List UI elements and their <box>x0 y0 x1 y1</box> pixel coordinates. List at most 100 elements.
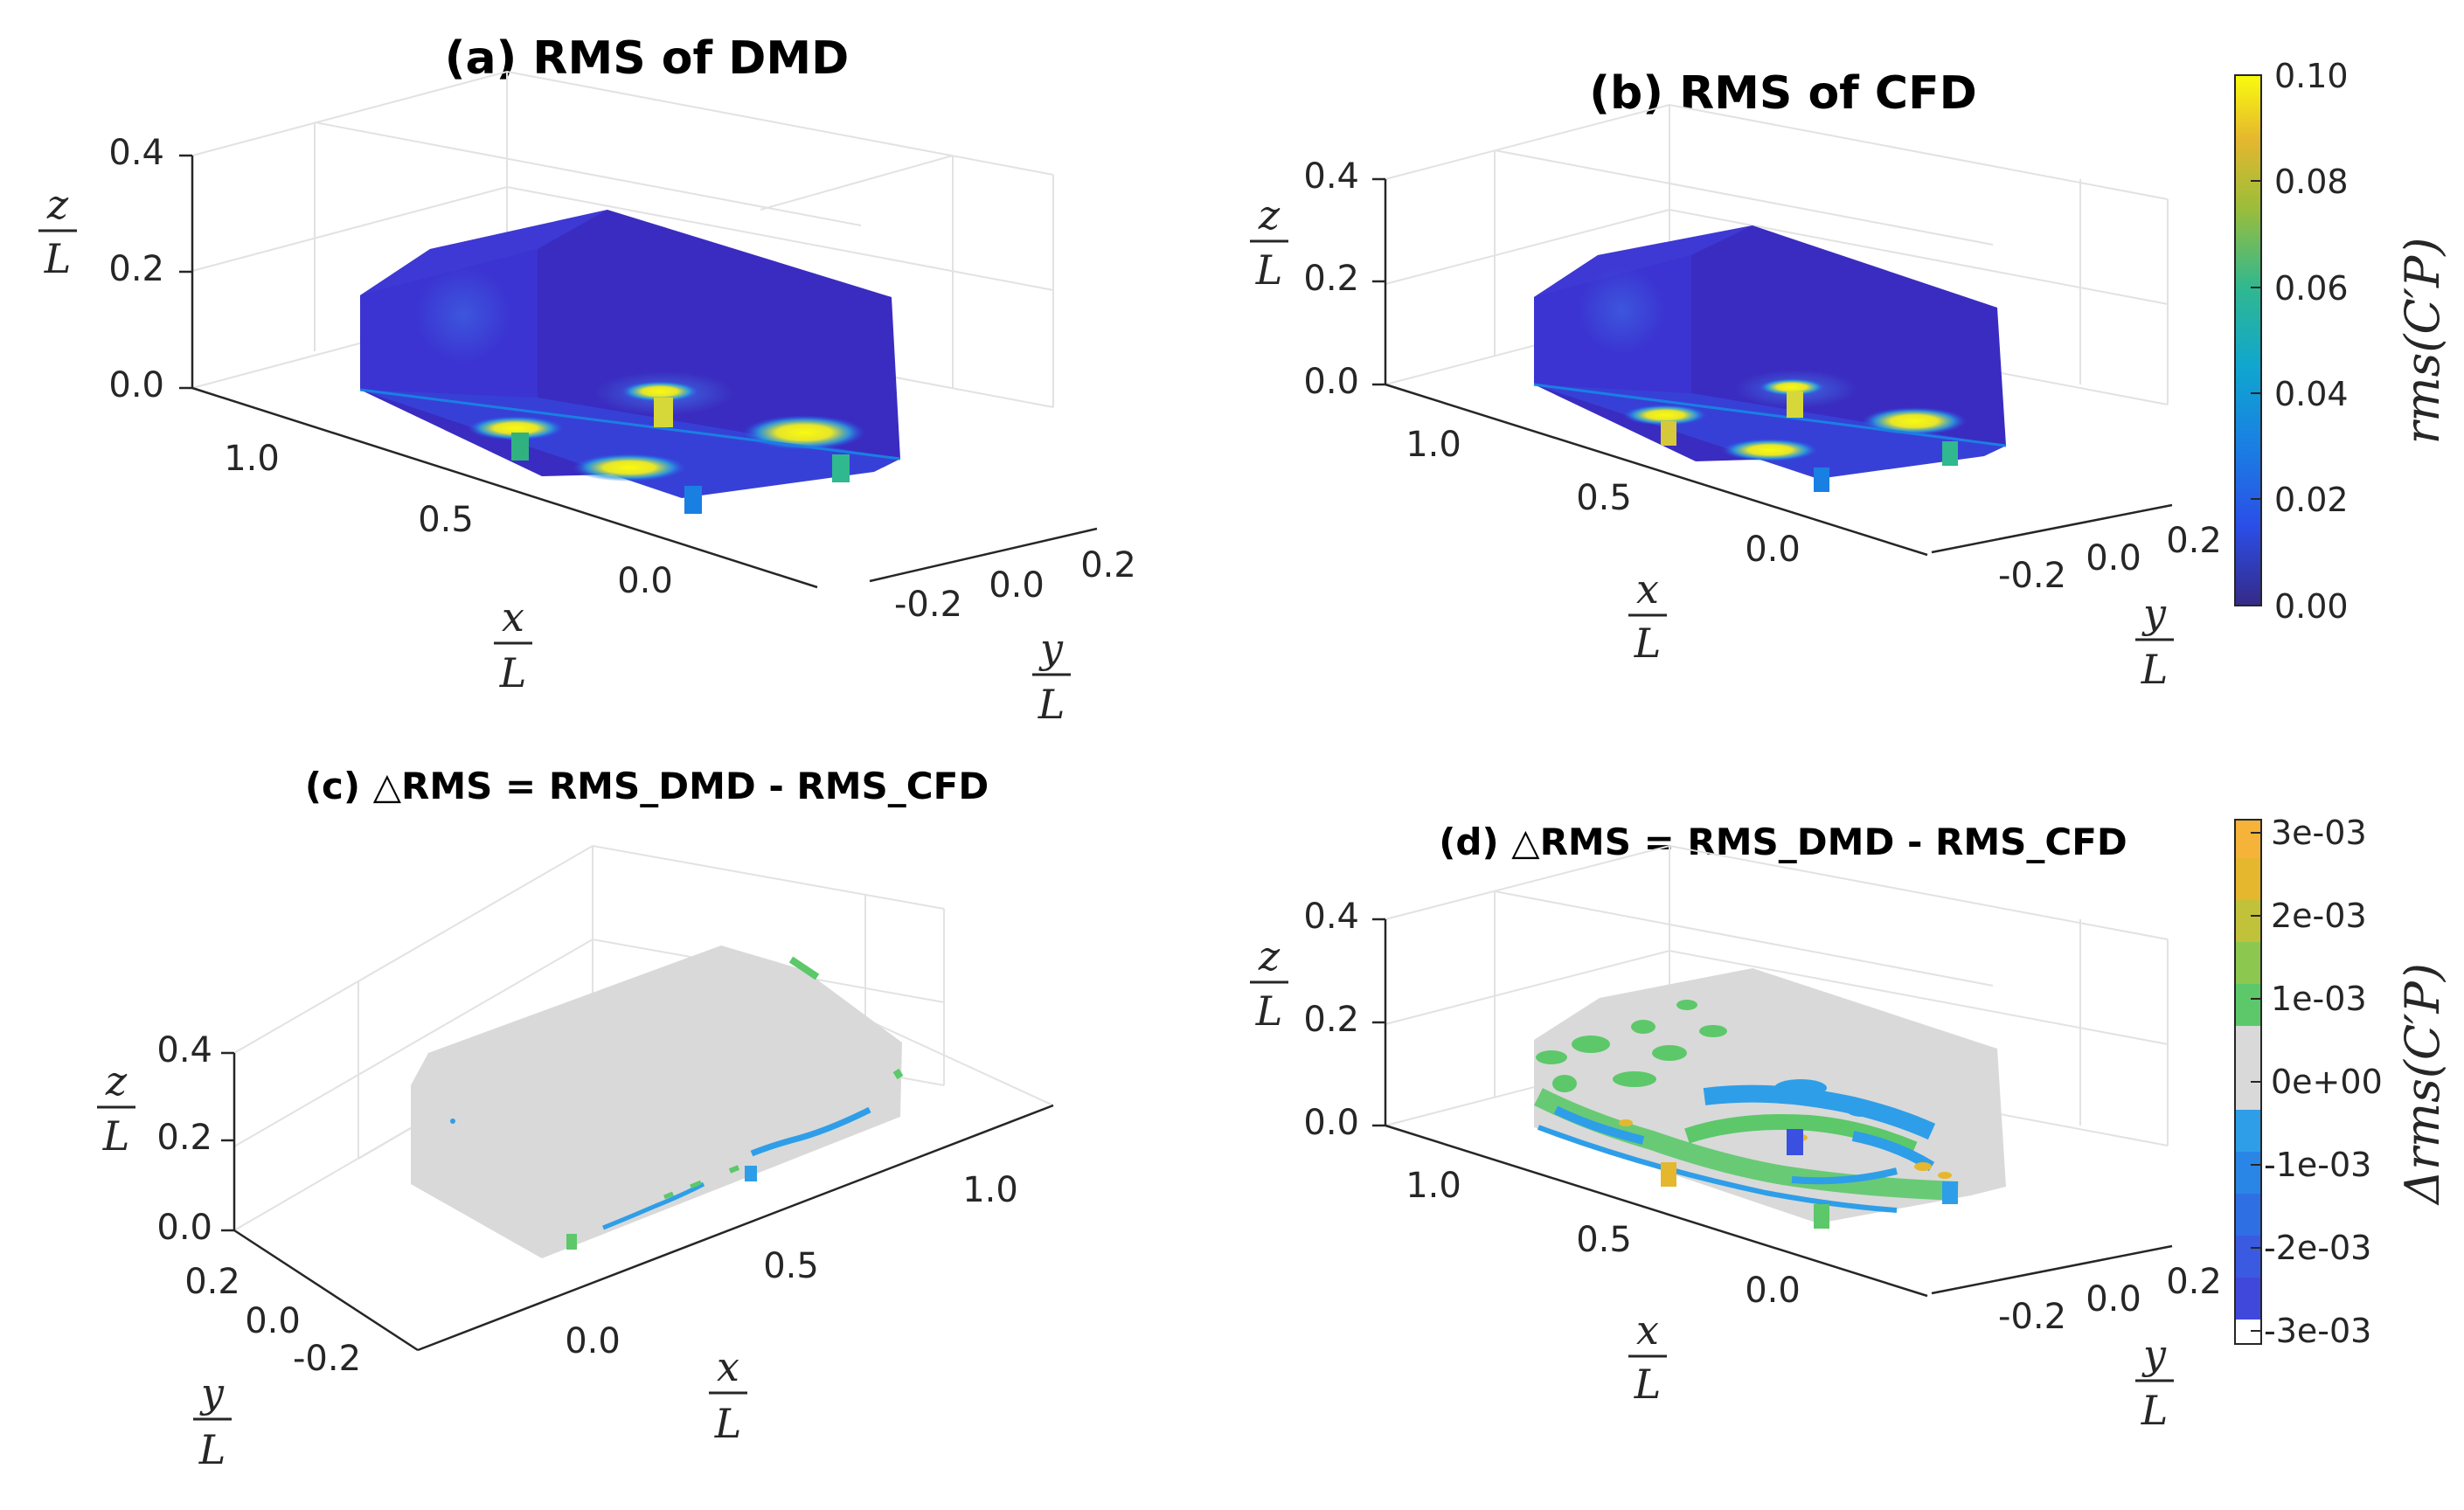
panel-a-title: (a) RMS of DMD <box>445 32 850 85</box>
panel-d-wheel <box>1661 1162 1676 1187</box>
panel-c-y-tick: 0.0 <box>245 1301 301 1341</box>
colorbar-diff-tick-label: -1e-03 <box>2264 1146 2371 1184</box>
panel-d-x-label: x L <box>1628 1306 1667 1408</box>
colorbar-diff-ticks <box>2251 832 2261 1332</box>
panel-c-z-label-num: z <box>105 1057 128 1105</box>
panel-d-y-label-den: L <box>2141 1387 2169 1434</box>
panel-a-car <box>359 210 901 514</box>
panel-b-car-roof <box>1534 225 1753 297</box>
panel-a-y-tick: -0.2 <box>894 585 962 625</box>
colorbar-rms-label: rms(C′P) <box>2395 238 2450 445</box>
panel-a-wheel <box>511 433 529 461</box>
panel-b-y-label-den: L <box>2141 646 2169 693</box>
panel-b-z-label: z L <box>1250 191 1288 294</box>
panel-c-car <box>411 945 904 1258</box>
panel-d-x-tick: 1.0 <box>1406 1166 1461 1206</box>
panel-b-car <box>1533 225 2007 492</box>
panel-a-y-tick: 0.0 <box>989 565 1045 606</box>
panel-d-y-tick: 0.0 <box>2086 1279 2141 1320</box>
panel-a: (a) RMS of DMD <box>38 32 1136 728</box>
panel-b-x-label-num: x <box>1636 565 1659 613</box>
panel-c-z-tick: 0.2 <box>156 1118 212 1158</box>
panel-b-x-label-den: L <box>1634 620 1662 667</box>
panel-b-wheel <box>1942 441 1958 466</box>
panel-c: (c) △RMS = RMS_DMD - RMS_CFD <box>97 765 1054 1473</box>
colorbar-diff-tick-label: 1e-03 <box>2271 980 2367 1018</box>
panel-c-z-label-den: L <box>102 1112 130 1160</box>
panel-a-axes <box>179 154 1098 589</box>
panel-d-wheel <box>1942 1181 1958 1204</box>
panel-b-z-tick: 0.2 <box>1303 259 1359 299</box>
panel-a-x-label: x L <box>494 593 532 696</box>
panel-d-wheel <box>1814 1204 1829 1229</box>
colorbar-rms-tick-label: 0.00 <box>2274 587 2349 626</box>
panel-c-z-tick: 0.4 <box>156 1030 212 1070</box>
panel-a-wheel <box>684 486 702 514</box>
panel-d-car <box>1534 968 2006 1229</box>
colorbar-diff-tick-label: -2e-03 <box>2264 1229 2371 1267</box>
colorbar-diff-tick-label: 3e-03 <box>2271 814 2367 852</box>
panel-a-z-tick: 0.4 <box>108 133 164 173</box>
panel-a-z-label-den: L <box>44 235 72 282</box>
panel-b-y-label: y L <box>2135 590 2174 693</box>
panel-a-y-label-num: y <box>1038 625 1064 672</box>
panel-b-wheel <box>1787 391 1803 418</box>
colorbar-rms-tick-label: 0.08 <box>2274 163 2349 201</box>
panel-a-y-label-den: L <box>1038 681 1065 728</box>
panel-d-x-label-den: L <box>1634 1361 1662 1408</box>
panel-c-car-body <box>411 945 902 1258</box>
panel-b-y-tick: 0.0 <box>2086 538 2141 578</box>
panel-a-wheel <box>654 398 673 427</box>
panel-a-y-label: y L <box>1032 625 1071 728</box>
panel-b-wheel <box>1814 468 1829 492</box>
panel-a-car-roof <box>360 210 607 295</box>
colorbar-diff: 3e-03 2e-03 1e-03 0e+00 -1e-03 -2e-03 -3… <box>2234 814 2450 1350</box>
panel-c-x-label: x L <box>709 1343 747 1447</box>
panel-d-axes <box>1372 918 2173 1298</box>
panel-c-x-tick: 0.0 <box>565 1321 621 1361</box>
panel-b-z-tick: 0.4 <box>1303 156 1359 197</box>
panel-c-wheel <box>566 1234 577 1250</box>
colorbar-rms-tick-label: 0.04 <box>2274 375 2349 413</box>
panel-b-x-label: x L <box>1628 565 1667 667</box>
colorbar-diff-tick-label: 0e+00 <box>2271 1063 2383 1101</box>
panel-d-z-tick: 0.0 <box>1303 1103 1359 1143</box>
panel-b-x-tick: 0.5 <box>1576 478 1632 518</box>
panel-d-y-label: y L <box>2135 1331 2174 1434</box>
panel-c-axes <box>221 1051 1054 1352</box>
colorbar-rms: 0.10 0.08 0.06 0.04 0.02 0.00 rms(C′P) <box>2234 57 2450 626</box>
panel-b: (b) RMS of CFD <box>1250 67 2222 693</box>
panel-c-x-label-num: x <box>717 1343 739 1390</box>
panel-b-x-tick: 1.0 <box>1406 425 1461 465</box>
panel-c-y-tick: 0.2 <box>184 1262 240 1302</box>
panel-b-y-tick: 0.2 <box>2166 521 2222 561</box>
panel-a-z-label: z L <box>38 181 77 282</box>
panel-c-x-tick: 0.5 <box>763 1246 819 1286</box>
panel-a-z-tick: 0.0 <box>108 365 164 405</box>
panel-a-car-underbody <box>360 390 900 498</box>
colorbar-rms-tick-label: 0.10 <box>2274 57 2349 95</box>
panel-a-z-label-num: z <box>46 181 69 228</box>
panel-b-title: (b) RMS of CFD <box>1589 67 1977 120</box>
colorbar-diff-label: Δrms(C′P) <box>2395 963 2450 1206</box>
panel-b-z-tick: 0.0 <box>1303 362 1359 402</box>
panel-d-x-tick: 0.5 <box>1576 1220 1632 1260</box>
panel-c-y-label-den: L <box>198 1426 226 1473</box>
panel-d-title: (d) △RMS = RMS_DMD - RMS_CFD <box>1439 821 2127 863</box>
panel-a-x-label-den: L <box>499 649 527 696</box>
panel-d-z-label-num: z <box>1258 932 1281 980</box>
panel-d-y-tick: 0.2 <box>2166 1262 2222 1302</box>
panel-d: (d) △RMS = RMS_DMD - RMS_CFD <box>1250 821 2222 1434</box>
panel-b-x-tick: 0.0 <box>1745 530 1801 570</box>
panel-b-axes <box>1372 177 2173 557</box>
panel-c-z-tick: 0.0 <box>156 1208 212 1248</box>
panel-c-z-label: z L <box>97 1057 135 1160</box>
panel-d-z-tick: 0.2 <box>1303 1000 1359 1040</box>
panel-c-y-label-num: y <box>199 1369 225 1416</box>
panel-d-z-tick: 0.4 <box>1303 897 1359 937</box>
panel-a-x-tick: 1.0 <box>224 439 280 479</box>
panel-a-x-tick: 0.0 <box>617 561 673 601</box>
panel-a-wheel <box>832 454 850 482</box>
panel-c-wheel <box>745 1166 757 1181</box>
